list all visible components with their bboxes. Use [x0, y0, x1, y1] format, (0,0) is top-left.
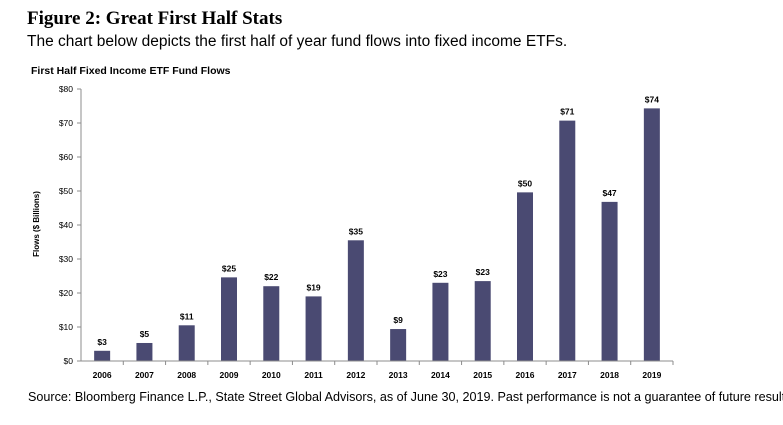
x-tick-label: 2014: [431, 370, 450, 380]
y-tick-label: $10: [59, 322, 73, 332]
x-tick-label: 2015: [473, 370, 492, 380]
y-tick-label: $40: [59, 220, 73, 230]
y-tick-label: $30: [59, 254, 73, 264]
bar-2014: [432, 282, 449, 361]
x-tick-label: 2019: [642, 370, 661, 380]
bar-2011: [305, 296, 322, 361]
y-tick-label: $60: [59, 152, 73, 162]
x-tick-label: 2007: [135, 370, 154, 380]
figure-subtitle: The chart below depicts the first half o…: [27, 33, 568, 50]
chart-title: First Half Fixed Income ETF Fund Flows: [31, 65, 231, 77]
data-label-2017: $71: [560, 107, 574, 117]
data-label-2006: $3: [97, 337, 107, 347]
data-label-2010: $22: [264, 272, 278, 282]
bar-2008: [178, 325, 195, 361]
x-tick-label: 2009: [220, 370, 239, 380]
y-axis-label: Flows ($ Billions): [32, 191, 41, 257]
bar-2019: [643, 108, 660, 361]
bar-2012: [347, 240, 364, 361]
data-label-2014: $23: [433, 269, 447, 279]
source-note: Source: Bloomberg Finance L.P., State St…: [28, 390, 783, 404]
data-label-2018: $47: [602, 188, 616, 198]
x-tick-label: 2016: [516, 370, 535, 380]
data-label-2011: $19: [306, 282, 320, 292]
x-tick-label: 2017: [558, 370, 577, 380]
data-label-2009: $25: [222, 263, 236, 273]
x-tick-label: 2012: [346, 370, 365, 380]
x-tick-label: 2008: [177, 370, 196, 380]
bar-2016: [517, 192, 533, 361]
data-label-2007: $5: [140, 329, 150, 339]
y-tick-label: $50: [59, 186, 73, 196]
bar-2009: [221, 277, 237, 361]
data-label-2019: $74: [645, 94, 659, 104]
y-tick-label: $0: [64, 356, 74, 366]
bar-2007: [136, 342, 153, 361]
bar-2013: [390, 329, 407, 361]
x-tick-label: 2018: [600, 370, 619, 380]
y-tick-label: $80: [59, 84, 73, 94]
data-label-2015: $23: [476, 267, 490, 277]
figure-title: Figure 2: Great First Half Stats: [27, 8, 283, 29]
x-tick-label: 2011: [304, 370, 323, 380]
x-tick-label: 2010: [262, 370, 281, 380]
y-tick-label: $70: [59, 118, 73, 128]
bar-2018: [601, 201, 618, 361]
bar-2015: [474, 281, 491, 361]
y-tick-label: $20: [59, 288, 73, 298]
data-label-2008: $11: [180, 311, 194, 321]
data-label-2016: $50: [518, 178, 532, 188]
x-tick-label: 2006: [93, 370, 112, 380]
x-tick-label: 2013: [389, 370, 408, 380]
bar-2010: [263, 286, 280, 361]
data-label-2013: $9: [393, 315, 403, 325]
bar-2006: [94, 350, 111, 361]
bar-2017: [559, 120, 576, 362]
data-label-2012: $35: [349, 226, 363, 236]
